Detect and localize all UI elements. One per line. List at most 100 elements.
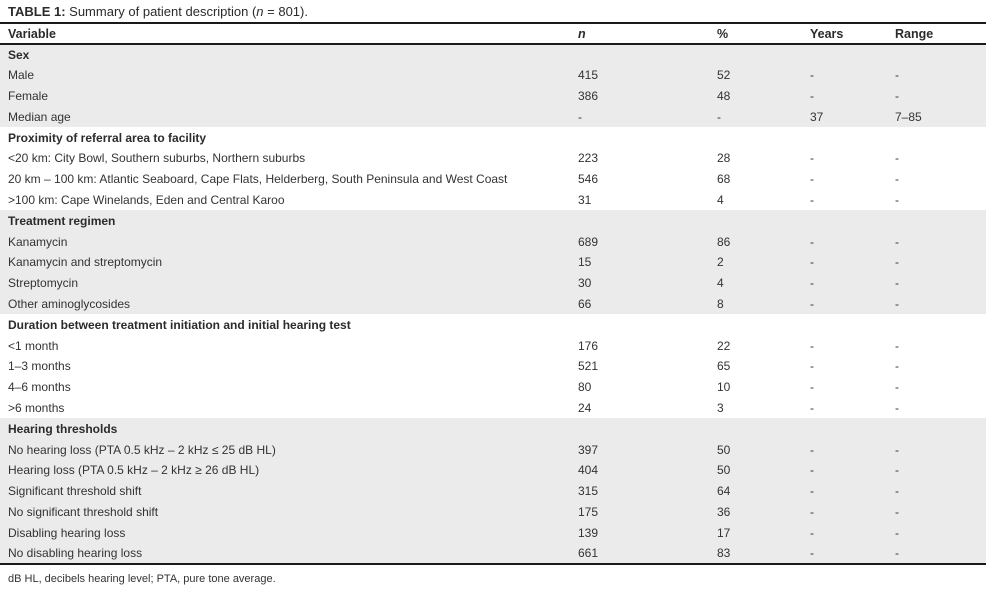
- cell-variable: Significant threshold shift: [8, 484, 142, 499]
- table-row: 4–6 months 80 10 - -: [0, 377, 986, 398]
- cell-range: -: [895, 484, 899, 499]
- cell-n: 66: [578, 296, 592, 311]
- table-row: Other aminoglycosides 66 8 - -: [0, 293, 986, 315]
- table-row: Disabling hearing loss 139 17 - -: [0, 522, 986, 544]
- cell-years: -: [810, 504, 814, 519]
- cell-range: -: [895, 192, 899, 207]
- cell-n: 546: [578, 172, 599, 187]
- cell-years: -: [810, 338, 814, 353]
- column-header-percent: %: [709, 24, 802, 45]
- table-row: Female 386 48 - -: [0, 85, 986, 107]
- table-row: >6 months 24 3 - -: [0, 398, 986, 419]
- patient-summary-table: Variable n % Years Range Sex Male 415 52- - F…: [0, 24, 986, 565]
- cell-range: -: [895, 68, 899, 83]
- section-header-row: Sex: [0, 44, 986, 65]
- cell-n: 24: [578, 400, 592, 415]
- cell-years: -: [810, 296, 814, 311]
- cell-years: -: [810, 380, 814, 395]
- table-row: Median age - - 37 7–85: [0, 106, 986, 128]
- section-title: Sex: [8, 47, 30, 62]
- cell-variable: >100 km: Cape Winelands, Eden and Centra…: [8, 192, 285, 207]
- cell-pct: 4: [717, 192, 724, 207]
- cell-pct: 48: [717, 88, 731, 103]
- section-title: Treatment regimen: [8, 213, 116, 228]
- cell-pct: 50: [717, 442, 731, 457]
- cell-range: -: [895, 255, 899, 270]
- column-header-row: Variable n % Years Range: [0, 24, 986, 45]
- cell-years: -: [810, 546, 814, 561]
- table-title-n-symbol: n: [256, 4, 264, 19]
- cell-pct: 10: [717, 380, 731, 395]
- cell-n: 15: [578, 255, 592, 270]
- table-row: 1–3 months 521 65 - -: [0, 356, 986, 377]
- cell-pct: 8: [717, 296, 724, 311]
- cell-range: -: [895, 338, 899, 353]
- cell-years: -: [810, 68, 814, 83]
- cell-range: -: [895, 442, 899, 457]
- cell-years: -: [810, 172, 814, 187]
- table-row: Male 415 52 - -: [0, 64, 986, 86]
- cell-range: -: [895, 172, 899, 187]
- table-row: 20 km – 100 km: Atlantic Seaboard, Cape …: [0, 169, 986, 190]
- cell-pct: -: [717, 109, 721, 124]
- section-title: Proximity of referral area to facility: [8, 130, 207, 145]
- cell-variable: Disabling hearing loss: [8, 525, 126, 540]
- table-row: >100 km: Cape Winelands, Eden and Centra…: [0, 190, 986, 211]
- cell-range: 7–85: [895, 109, 922, 124]
- section-header-row: Treatment regimen: [0, 210, 986, 232]
- cell-years: -: [810, 88, 814, 103]
- cell-n: -: [578, 109, 582, 124]
- cell-n: 223: [578, 151, 599, 166]
- cell-n: 80: [578, 380, 592, 395]
- cell-years: -: [810, 192, 814, 207]
- cell-years: -: [810, 484, 814, 499]
- table-title: TABLE 1: Summary of patient description …: [0, 3, 986, 24]
- cell-n: 139: [578, 525, 599, 540]
- cell-n: 30: [578, 276, 592, 291]
- table-body: Sex Male 415 52- - Female 386 48- - Median age - -3…: [0, 44, 986, 564]
- cell-range: -: [895, 296, 899, 311]
- cell-variable: <1 month: [8, 338, 59, 353]
- cell-n: 521: [578, 359, 599, 374]
- cell-range: -: [895, 504, 899, 519]
- cell-years: -: [810, 151, 814, 166]
- table-title-text: Summary of patient description (: [65, 4, 257, 19]
- cell-years: -: [810, 463, 814, 478]
- cell-range: -: [895, 400, 899, 415]
- cell-n: 175: [578, 504, 599, 519]
- cell-years: -: [810, 255, 814, 270]
- cell-variable: 20 km – 100 km: Atlantic Seaboard, Cape …: [8, 172, 508, 187]
- cell-variable: No hearing loss (PTA 0.5 kHz – 2 kHz ≤ 2…: [8, 442, 276, 457]
- table-row: No significant threshold shift 175 36 - -: [0, 501, 986, 523]
- cell-n: 31: [578, 192, 592, 207]
- table-row: Kanamycin 689 86 - -: [0, 231, 986, 252]
- column-header-range: Range: [887, 24, 986, 45]
- section-header-row: Hearing thresholds: [0, 418, 986, 440]
- cell-pct: 3: [717, 400, 724, 415]
- cell-variable: Hearing loss (PTA 0.5 kHz – 2 kHz ≥ 26 d…: [8, 463, 260, 478]
- cell-pct: 4: [717, 276, 724, 291]
- cell-years: -: [810, 359, 814, 374]
- article-table-page: TABLE 1: Summary of patient description …: [0, 3, 986, 585]
- cell-pct: 86: [717, 234, 731, 249]
- table-row: Hearing loss (PTA 0.5 kHz – 2 kHz ≥ 26 d…: [0, 459, 986, 481]
- table-row: No disabling hearing loss 661 83 - -: [0, 543, 986, 564]
- cell-variable: Male: [8, 68, 35, 83]
- section-header-row: Proximity of referral area to facility: [0, 127, 986, 148]
- cell-pct: 36: [717, 504, 731, 519]
- cell-range: -: [895, 463, 899, 478]
- cell-variable: <20 km: City Bowl, Southern suburbs, Nor…: [8, 151, 306, 166]
- cell-variable: Streptomycin: [8, 276, 79, 291]
- cell-pct: 65: [717, 359, 731, 374]
- cell-n: 397: [578, 442, 599, 457]
- cell-variable: Other aminoglycosides: [8, 296, 131, 311]
- cell-n: 415: [578, 68, 599, 83]
- section-title: Duration between treatment initiation an…: [8, 317, 351, 332]
- cell-n: 661: [578, 546, 599, 561]
- cell-variable: Female: [8, 88, 49, 103]
- cell-variable: Kanamycin and streptomycin: [8, 255, 163, 270]
- cell-n: 404: [578, 463, 599, 478]
- table-row: Streptomycin 30 4 - -: [0, 272, 986, 294]
- cell-n: 689: [578, 234, 599, 249]
- column-header-years: Years: [802, 24, 887, 45]
